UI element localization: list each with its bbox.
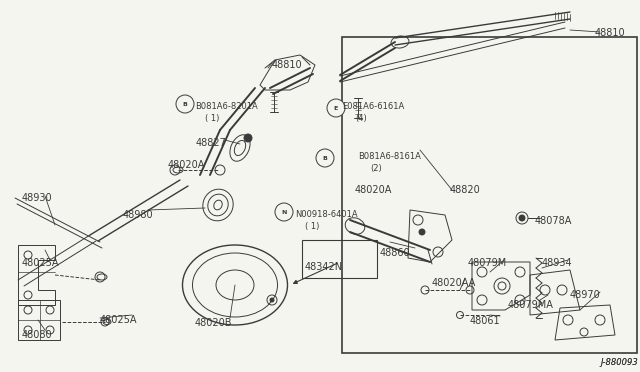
Circle shape	[244, 134, 252, 142]
Text: N: N	[282, 209, 287, 215]
Circle shape	[316, 149, 334, 167]
Text: (4): (4)	[355, 114, 367, 123]
Text: J-880093: J-880093	[600, 358, 637, 367]
Text: N00918-6401A: N00918-6401A	[295, 210, 358, 219]
Text: 48934: 48934	[542, 258, 573, 268]
Text: 48827: 48827	[196, 138, 227, 148]
Text: B081A6-8201A: B081A6-8201A	[195, 102, 258, 111]
Text: 48020AA: 48020AA	[432, 278, 476, 288]
Text: 48342N: 48342N	[305, 262, 343, 272]
Text: E081A6-6161A: E081A6-6161A	[342, 102, 404, 111]
Text: 48061: 48061	[470, 316, 500, 326]
Text: 48970: 48970	[570, 290, 601, 300]
Text: 48020A: 48020A	[355, 185, 392, 195]
Text: 48079M: 48079M	[468, 258, 508, 268]
Text: J-880093: J-880093	[600, 358, 637, 367]
Text: 48025A: 48025A	[100, 315, 138, 325]
Text: 48020B: 48020B	[195, 318, 232, 328]
Text: 48860: 48860	[380, 248, 411, 258]
Text: 48980: 48980	[123, 210, 154, 220]
Text: 48078A: 48078A	[535, 216, 572, 226]
Circle shape	[519, 215, 525, 221]
Bar	[342, 37, 637, 353]
Text: ( 1): ( 1)	[305, 222, 319, 231]
Text: 48079MA: 48079MA	[508, 300, 554, 310]
Text: B081A6-8161A: B081A6-8161A	[358, 152, 421, 161]
Text: 48080: 48080	[22, 330, 52, 340]
Circle shape	[419, 229, 425, 235]
Circle shape	[275, 203, 293, 221]
Circle shape	[270, 298, 274, 302]
Text: 48930: 48930	[22, 193, 52, 203]
Text: 48025A: 48025A	[22, 258, 60, 268]
Text: 48820: 48820	[450, 185, 481, 195]
Text: 48810: 48810	[272, 60, 303, 70]
Circle shape	[327, 99, 345, 117]
Text: 48020A: 48020A	[168, 160, 205, 170]
Bar	[302, 240, 377, 278]
Circle shape	[176, 95, 194, 113]
Text: (2): (2)	[370, 164, 381, 173]
Text: B: B	[182, 102, 188, 106]
Text: E: E	[334, 106, 338, 110]
Text: ( 1): ( 1)	[205, 114, 220, 123]
Text: 48810: 48810	[595, 28, 626, 38]
Text: B: B	[323, 155, 328, 160]
